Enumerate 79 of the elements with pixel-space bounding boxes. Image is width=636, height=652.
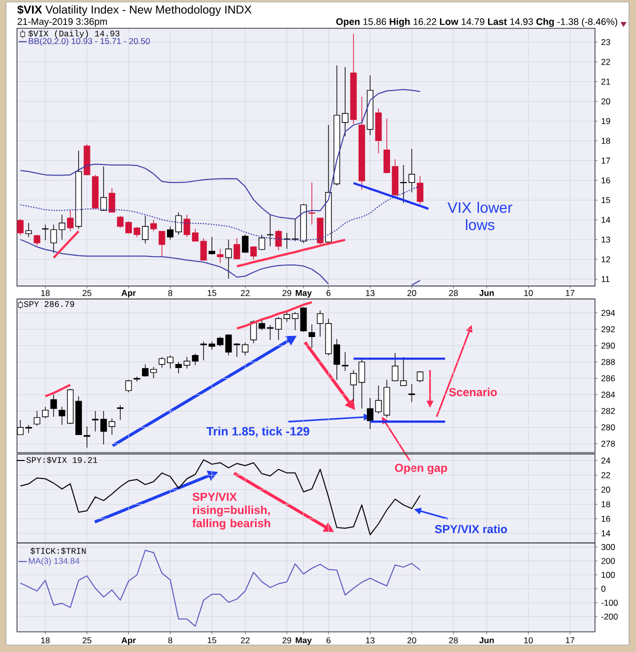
- y-tick-label: 21: [601, 78, 610, 85]
- legend-label: $VIX (Daily) 14.93: [28, 30, 120, 38]
- x-tick-label: May: [296, 290, 312, 298]
- x-tick-label: 10: [524, 290, 533, 296]
- x-tick-label: 17: [566, 637, 574, 644]
- annotation: SPY/VIX ratio: [434, 524, 507, 534]
- y-tick-label: 11: [602, 276, 610, 282]
- x-tick-label: 29: [282, 290, 292, 296]
- x-tick-label: 13: [366, 290, 374, 296]
- y-tick-label: 300: [601, 544, 615, 550]
- y-tick-label: 200: [601, 558, 615, 564]
- annotation: SPY/VIX rising=bullish, falling bearish: [192, 492, 270, 530]
- x-tick-label: 28: [449, 290, 458, 296]
- x-tick-label: 25: [82, 637, 92, 644]
- y-tick-label: 19: [602, 118, 610, 124]
- legend-label: BB(20,2.0) 10.93 - 15.71 - 20.50: [28, 38, 150, 46]
- x-tick-label: 22: [240, 637, 250, 644]
- y-tick-label: 20: [601, 98, 610, 104]
- x-tick-label: 18: [41, 637, 50, 644]
- y-tick-label: 0: [601, 586, 606, 592]
- y-tick-label: 14: [602, 216, 610, 223]
- annotation: Scenario: [449, 388, 497, 396]
- y-tick-label: 294: [601, 310, 615, 316]
- legend-label: SPY:$VIX 19.21: [26, 456, 98, 464]
- annotation: VIX lower lows: [448, 202, 512, 230]
- y-tick-label: 284: [601, 392, 615, 398]
- x-tick-label: 20: [407, 637, 416, 644]
- y-tick-label: -200: [601, 614, 618, 620]
- y-tick-label: 12: [602, 256, 610, 262]
- x-tick-label: 15: [208, 637, 216, 644]
- y-tick-label: 288: [601, 358, 615, 365]
- y-tick-label: 286: [601, 375, 615, 382]
- y-tick-label: 290: [601, 342, 615, 349]
- y-tick-label: 22: [601, 472, 610, 478]
- chart-subtitle: 21-May-2019 3:36pm: [18, 18, 107, 27]
- y-tick-label: 13: [602, 236, 610, 243]
- y-tick-label: 16: [602, 177, 610, 184]
- annotation: Open gap: [394, 464, 448, 474]
- x-tick-label: 6: [326, 290, 330, 296]
- y-tick-label: 282: [601, 408, 615, 414]
- x-tick-label: 22: [240, 290, 250, 296]
- y-tick-label: 15: [602, 197, 610, 204]
- y-tick-label: 23: [601, 39, 610, 46]
- y-tick-label: 292: [601, 326, 615, 332]
- x-tick-label: 10: [524, 637, 533, 644]
- x-tick-label: 17: [566, 290, 574, 296]
- y-tick-label: 14: [602, 530, 610, 536]
- x-tick-label: 8: [168, 290, 172, 296]
- x-tick-label: Jun: [479, 637, 494, 644]
- x-tick-label: 29: [282, 637, 292, 644]
- x-tick-label: 8: [168, 637, 172, 644]
- x-tick-label: Jun: [479, 290, 494, 296]
- y-tick-label: 18: [602, 501, 610, 508]
- y-tick-label: 16: [602, 516, 610, 522]
- annotation: Trin 1.85, tick -129: [206, 426, 310, 438]
- x-tick-label: Apr: [121, 290, 136, 298]
- x-tick-label: 15: [208, 290, 216, 296]
- x-tick-label: 13: [366, 637, 374, 644]
- x-tick-label: 6: [326, 637, 330, 644]
- y-tick-label: 17: [602, 158, 610, 164]
- y-tick-label: 22: [601, 58, 610, 65]
- y-tick-label: 20: [601, 486, 610, 493]
- x-tick-label: 28: [449, 637, 458, 644]
- y-tick-label: 18: [602, 138, 610, 144]
- y-tick-label: -100: [601, 600, 618, 606]
- y-tick-label: 278: [601, 440, 615, 447]
- text: Open 15.86 High 16.22 Low 14.79 Last 14.93 Chg -1.38 (-8.46%): [336, 18, 618, 27]
- x-tick-label: 20: [407, 290, 416, 296]
- x-tick-label: Apr: [121, 637, 136, 645]
- legend-label: MA(3) 134.84: [28, 558, 80, 566]
- x-tick-label: May: [296, 637, 312, 645]
- chart-title: $VIX Volatility Index - New Methodology INDX: [17, 5, 252, 16]
- legend-label: SPY 286.79: [24, 301, 74, 307]
- x-tick-label: 18: [41, 290, 50, 296]
- y-tick-label: 24: [601, 458, 610, 464]
- y-tick-label: 100: [602, 572, 615, 578]
- x-tick-label: 25: [82, 290, 92, 296]
- chart-title: $TICK:$TRIN: [30, 548, 86, 554]
- y-tick-label: 280: [601, 424, 615, 430]
